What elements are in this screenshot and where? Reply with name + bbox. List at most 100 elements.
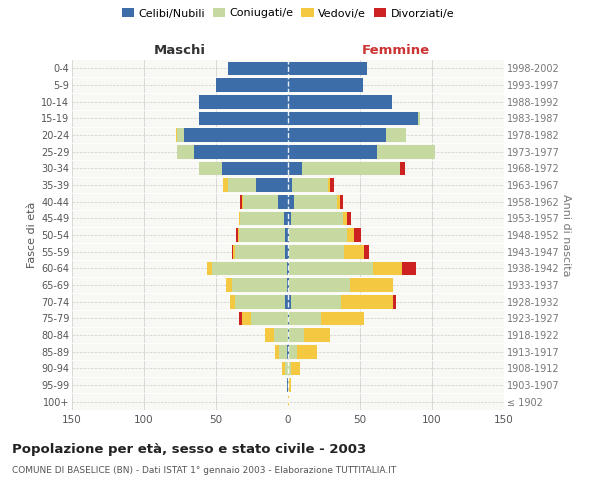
- Bar: [256, 178, 288, 192]
- Bar: [199, 162, 222, 175]
- Bar: [337, 195, 340, 208]
- Bar: [212, 262, 287, 275]
- Bar: [288, 162, 302, 175]
- Bar: [239, 312, 242, 325]
- Bar: [347, 212, 352, 225]
- Bar: [176, 128, 177, 142]
- Bar: [184, 128, 288, 142]
- Bar: [287, 262, 288, 275]
- Bar: [288, 95, 392, 108]
- Bar: [227, 178, 256, 192]
- Bar: [288, 328, 289, 342]
- Bar: [232, 278, 287, 292]
- Bar: [288, 312, 289, 325]
- Bar: [265, 328, 274, 342]
- Bar: [216, 78, 288, 92]
- Bar: [347, 228, 354, 242]
- Bar: [373, 262, 402, 275]
- Bar: [343, 212, 347, 225]
- Bar: [288, 262, 289, 275]
- Bar: [304, 328, 330, 342]
- Bar: [289, 378, 291, 392]
- Bar: [291, 295, 341, 308]
- Bar: [386, 128, 406, 142]
- Bar: [350, 278, 393, 292]
- Bar: [222, 162, 288, 175]
- Bar: [199, 95, 288, 108]
- Bar: [282, 362, 285, 375]
- Bar: [235, 245, 285, 258]
- Text: COMUNE DI BASELICE (BN) - Dati ISTAT 1° gennaio 2003 - Elaborazione TUTTITALIA.I: COMUNE DI BASELICE (BN) - Dati ISTAT 1° …: [12, 466, 396, 475]
- Bar: [291, 362, 299, 375]
- Bar: [288, 345, 289, 358]
- Bar: [354, 228, 361, 242]
- Bar: [239, 228, 285, 242]
- Legend: Celibi/Nubili, Coniugati/e, Vedovi/e, Divorziati/e: Celibi/Nubili, Coniugati/e, Vedovi/e, Di…: [122, 8, 454, 18]
- Bar: [284, 212, 288, 225]
- Bar: [288, 178, 292, 192]
- Bar: [393, 295, 396, 308]
- Bar: [418, 112, 421, 125]
- Bar: [291, 212, 343, 225]
- Bar: [288, 62, 367, 75]
- Bar: [364, 245, 368, 258]
- Bar: [288, 195, 294, 208]
- Bar: [289, 328, 304, 342]
- Text: Femmine: Femmine: [362, 44, 430, 57]
- Bar: [274, 328, 288, 342]
- Bar: [377, 145, 435, 158]
- Bar: [288, 212, 291, 225]
- Bar: [227, 62, 288, 75]
- Bar: [289, 312, 321, 325]
- Bar: [296, 345, 317, 358]
- Bar: [242, 312, 251, 325]
- Bar: [321, 312, 364, 325]
- Bar: [208, 262, 212, 275]
- Bar: [199, 112, 288, 125]
- Bar: [288, 378, 289, 392]
- Bar: [289, 228, 347, 242]
- Bar: [233, 245, 235, 258]
- Bar: [294, 195, 337, 208]
- Bar: [230, 295, 235, 308]
- Bar: [244, 195, 278, 208]
- Bar: [275, 345, 280, 358]
- Y-axis label: Fasce di età: Fasce di età: [26, 202, 37, 268]
- Bar: [288, 362, 291, 375]
- Bar: [289, 278, 350, 292]
- Bar: [289, 262, 373, 275]
- Bar: [285, 228, 288, 242]
- Text: Popolazione per età, sesso e stato civile - 2003: Popolazione per età, sesso e stato civil…: [12, 442, 366, 456]
- Bar: [177, 145, 194, 158]
- Bar: [341, 295, 393, 308]
- Bar: [241, 195, 242, 208]
- Bar: [288, 245, 289, 258]
- Bar: [285, 362, 288, 375]
- Bar: [400, 162, 404, 175]
- Bar: [402, 262, 416, 275]
- Bar: [340, 195, 343, 208]
- Bar: [288, 228, 289, 242]
- Bar: [344, 245, 364, 258]
- Bar: [226, 278, 232, 292]
- Bar: [287, 278, 288, 292]
- Bar: [330, 178, 334, 192]
- Bar: [177, 128, 184, 142]
- Bar: [288, 145, 377, 158]
- Bar: [251, 312, 288, 325]
- Bar: [287, 378, 288, 392]
- Bar: [236, 228, 238, 242]
- Bar: [288, 395, 289, 408]
- Bar: [285, 295, 288, 308]
- Bar: [328, 178, 330, 192]
- Bar: [292, 178, 328, 192]
- Bar: [278, 195, 288, 208]
- Bar: [288, 78, 363, 92]
- Bar: [288, 112, 418, 125]
- Bar: [288, 295, 291, 308]
- Bar: [280, 345, 287, 358]
- Bar: [302, 162, 400, 175]
- Text: Maschi: Maschi: [154, 44, 206, 57]
- Y-axis label: Anni di nascita: Anni di nascita: [561, 194, 571, 276]
- Bar: [239, 212, 241, 225]
